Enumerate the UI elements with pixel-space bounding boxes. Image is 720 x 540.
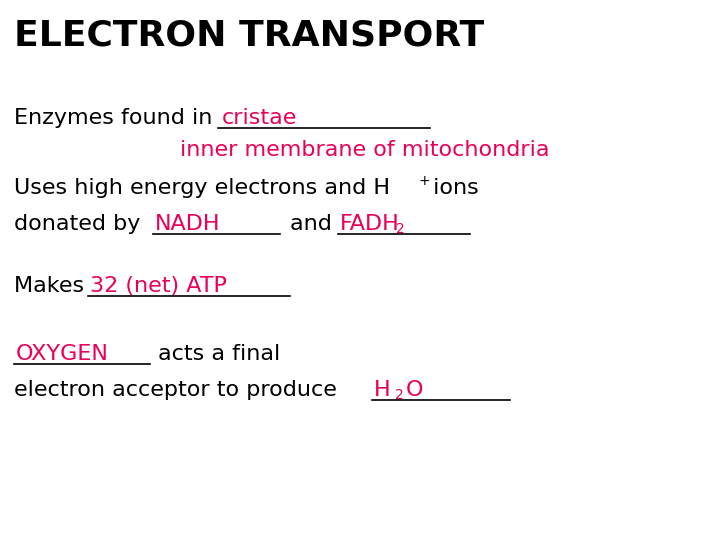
Text: electron acceptor to produce: electron acceptor to produce bbox=[14, 380, 344, 400]
Text: FADH: FADH bbox=[340, 214, 400, 234]
Text: ions: ions bbox=[426, 178, 479, 198]
Text: H: H bbox=[374, 380, 391, 400]
Text: cristae: cristae bbox=[222, 108, 297, 128]
Text: +: + bbox=[418, 174, 430, 188]
Text: donated by: donated by bbox=[14, 214, 148, 234]
Text: inner membrane of mitochondria: inner membrane of mitochondria bbox=[180, 140, 549, 160]
Text: NADH: NADH bbox=[155, 214, 220, 234]
Text: Enzymes found in: Enzymes found in bbox=[14, 108, 220, 128]
Text: 32 (net) ATP: 32 (net) ATP bbox=[90, 276, 227, 296]
Text: acts a final: acts a final bbox=[158, 344, 280, 364]
Text: 2: 2 bbox=[396, 222, 405, 236]
Text: 2: 2 bbox=[395, 388, 404, 402]
Text: Uses high energy electrons and H: Uses high energy electrons and H bbox=[14, 178, 390, 198]
Text: O: O bbox=[406, 380, 423, 400]
Text: Makes: Makes bbox=[14, 276, 91, 296]
Text: and: and bbox=[290, 214, 339, 234]
Text: OXYGEN: OXYGEN bbox=[16, 344, 109, 364]
Text: ELECTRON TRANSPORT: ELECTRON TRANSPORT bbox=[14, 18, 485, 52]
